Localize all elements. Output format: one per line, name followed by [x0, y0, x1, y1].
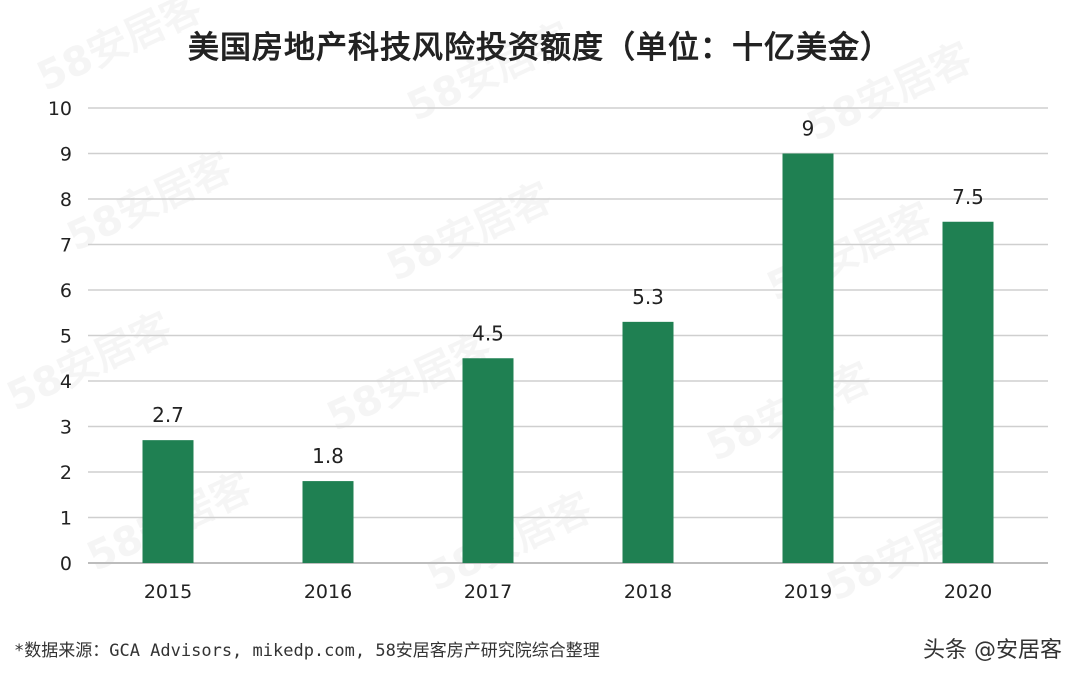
data-label: 1.8: [312, 444, 344, 468]
chart-title: 美国房地产科技风险投资额度（单位：十亿美金）: [188, 30, 892, 66]
author-credit: 头条 @安居客: [923, 638, 1062, 663]
bar: [942, 221, 994, 563]
x-tick-label: 2016: [304, 581, 352, 603]
y-tick-label: 2: [60, 462, 72, 484]
data-label: 9: [802, 117, 815, 141]
y-tick-label: 6: [60, 280, 72, 302]
x-tick-label: 2020: [944, 581, 992, 603]
bar: [622, 321, 674, 563]
y-tick-label: 1: [60, 508, 72, 530]
bar: [782, 153, 834, 563]
bar: [462, 358, 514, 563]
data-label: 7.5: [952, 185, 984, 209]
x-tick-label: 2018: [624, 581, 672, 603]
y-tick-label: 0: [60, 553, 72, 575]
data-label: 5.3: [632, 285, 664, 309]
bar: [142, 440, 194, 563]
bar: [302, 481, 354, 563]
y-tick-label: 7: [60, 235, 72, 257]
y-tick-label: 10: [48, 98, 72, 120]
data-label: 2.7: [152, 403, 184, 427]
y-tick-label: 5: [60, 326, 72, 348]
data-label: 4.5: [472, 321, 504, 345]
x-tick-label: 2017: [464, 581, 512, 603]
y-tick-label: 8: [60, 189, 72, 211]
y-tick-label: 4: [60, 371, 72, 393]
y-tick-label: 3: [60, 417, 72, 439]
data-source-note: *数据来源：GCA Advisors, mikedp.com, 58安居客房产研…: [14, 641, 600, 661]
x-tick-label: 2015: [144, 581, 192, 603]
x-tick-label: 2019: [784, 581, 832, 603]
y-tick-label: 9: [60, 144, 72, 166]
